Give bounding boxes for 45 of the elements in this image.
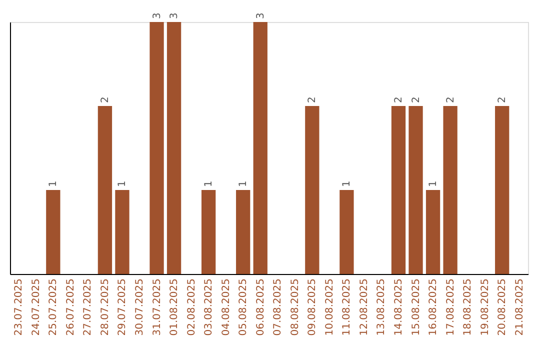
x-tick-label: 14.08.2025	[394, 278, 404, 336]
data-label: 1	[238, 180, 250, 187]
x-tick-label: 12.08.2025	[358, 278, 370, 336]
data-label: 1	[428, 180, 440, 187]
x-tick-label: 26.07.2025	[65, 278, 76, 336]
data-label: 2	[497, 96, 508, 103]
x-tick-label: 16.08.2025	[428, 278, 440, 336]
x-tick-label: 30.07.2025	[134, 278, 146, 336]
data-label: 1	[48, 180, 60, 187]
data-label: 2	[100, 96, 111, 103]
x-tick-label: 10.08.2025	[324, 278, 336, 336]
x-tick-label: 25.07.2025	[48, 278, 60, 336]
x-tick-label: 29.07.2025	[117, 278, 128, 336]
x-tick-label: 24.07.2025	[30, 278, 42, 336]
x-tick-label: 13.08.2025	[376, 278, 388, 336]
data-label: 1	[342, 180, 353, 187]
x-tick-label: 31.07.2025	[152, 278, 163, 336]
data-label: 2	[307, 96, 318, 103]
x-tick-label: 21.08.2025	[514, 278, 526, 336]
x-tick-label: 23.07.2025	[14, 278, 25, 336]
data-label: 2	[410, 96, 422, 103]
data-label: 1	[117, 180, 128, 187]
data-label: 3	[152, 12, 163, 19]
x-tick-label: 11.08.2025	[342, 278, 353, 336]
x-tick-label: 05.08.2025	[238, 278, 250, 336]
x-tick-label: 03.08.2025	[204, 278, 215, 336]
x-tick-label: 02.08.2025	[186, 278, 198, 336]
data-label: 3	[255, 12, 266, 19]
x-tick-label: 28.07.2025	[100, 278, 111, 336]
data-label: 2	[394, 96, 404, 103]
x-tick-label: 06.08.2025	[255, 278, 266, 336]
x-tick-label: 08.08.2025	[290, 278, 301, 336]
data-label: 1	[204, 180, 215, 187]
x-tick-label: 09.08.2025	[307, 278, 318, 336]
x-tick-label: 20.08.2025	[497, 278, 508, 336]
data-label: 3	[169, 12, 180, 19]
x-tick-label: 27.07.2025	[82, 278, 94, 336]
x-tick-label: 18.08.2025	[462, 278, 474, 336]
x-tick-label: 04.08.2025	[220, 278, 232, 336]
x-tick-label: 07.08.2025	[272, 278, 284, 336]
data-label: 2	[445, 96, 456, 103]
x-tick-label: 17.08.2025	[445, 278, 456, 336]
x-tick-label: 01.08.2025	[169, 278, 180, 336]
x-tick-label: 15.08.2025	[410, 278, 422, 336]
x-tick-label: 19.08.2025	[480, 278, 491, 336]
